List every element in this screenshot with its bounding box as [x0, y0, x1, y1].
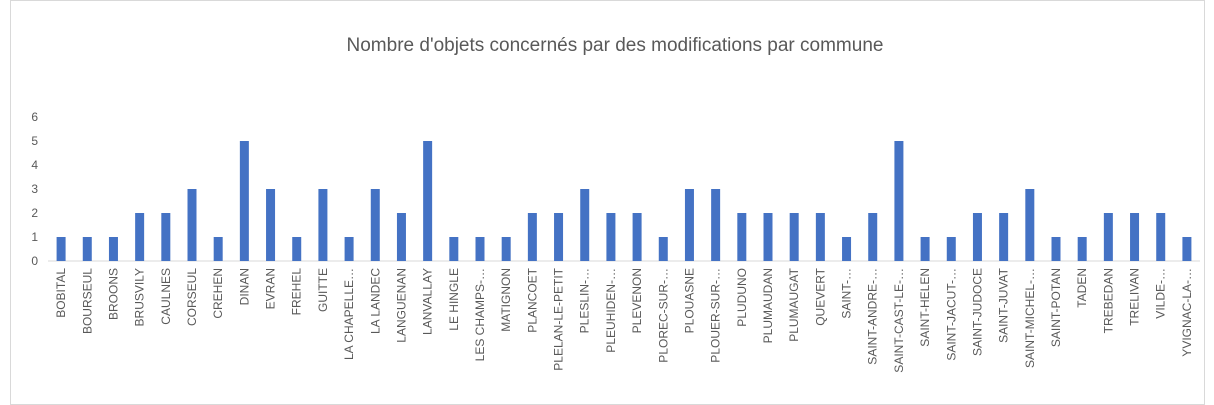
bar — [632, 213, 642, 261]
bar — [737, 213, 747, 261]
x-tick-label: SAINT-JUVAT — [997, 267, 1011, 343]
bar — [527, 213, 537, 261]
x-tick-label: EVRAN — [264, 268, 278, 309]
x-tick-label: LANGUENAN — [394, 268, 408, 343]
x-tick-label: PLANCOET — [525, 267, 539, 332]
y-tick-label: 0 — [31, 254, 38, 268]
chart-title: Nombre d'objets concernés par des modifi… — [347, 35, 884, 56]
x-tick-label: PLESLIN-… — [578, 268, 592, 333]
bar — [396, 213, 406, 261]
bar — [946, 237, 956, 261]
bar — [711, 189, 721, 261]
bar — [972, 213, 982, 261]
bar — [815, 213, 825, 261]
bar — [1103, 213, 1113, 261]
x-tick-label: LES CHAMPS-… — [473, 268, 487, 361]
x-tick-label: PLUMAUGAT — [787, 267, 801, 341]
chart-frame — [10, 0, 1205, 405]
x-tick-label: PLEVENON — [630, 268, 644, 333]
bar — [789, 213, 799, 261]
x-tick-label: LA LANDEC — [368, 268, 382, 334]
x-tick-label: QUEVERT — [813, 267, 827, 325]
x-tick-label: CAULNES — [159, 268, 173, 325]
bar — [763, 213, 773, 261]
x-tick-label: MATIGNON — [499, 268, 513, 332]
x-tick-label: BOURSEUL — [80, 268, 94, 334]
bar — [684, 189, 694, 261]
x-tick-label: PLUMAUDAN — [761, 268, 775, 343]
x-tick-label: PLUDUNO — [735, 268, 749, 327]
bar — [658, 237, 668, 261]
x-tick-label: BOBITAL — [54, 268, 68, 318]
bar — [1051, 237, 1061, 261]
bar — [187, 189, 197, 261]
bar — [920, 237, 930, 261]
x-tick-label: CORSEUL — [185, 268, 199, 326]
y-tick-label: 1 — [31, 230, 38, 244]
bar — [318, 189, 328, 261]
y-tick-label: 4 — [31, 158, 38, 172]
bar — [1025, 189, 1035, 261]
bar — [423, 141, 433, 261]
x-tick-label: GUITTE — [316, 268, 330, 312]
x-tick-label: PLELAN-LE-PETIT — [552, 267, 566, 370]
bar — [894, 141, 904, 261]
bar — [580, 189, 590, 261]
bar — [449, 237, 459, 261]
x-tick-label: SAINT-POTAN — [1049, 268, 1063, 347]
bar — [1156, 213, 1166, 261]
bar — [344, 237, 354, 261]
x-tick-label: DINAN — [237, 268, 251, 305]
bar — [161, 213, 171, 261]
x-tick-label: PLOREC-SUR-… — [656, 268, 670, 363]
bar — [1182, 237, 1192, 261]
x-tick-label: SAINT-JUDOCE — [970, 268, 984, 356]
x-tick-label: VILDE-… — [1154, 268, 1168, 319]
x-tick-label: BRUSVILY — [133, 268, 147, 326]
bar — [292, 237, 302, 261]
x-tick-label: LANVALLAY — [421, 268, 435, 335]
bar — [108, 237, 118, 261]
y-tick-label: 6 — [31, 110, 38, 124]
bar — [1077, 237, 1087, 261]
x-tick-label: TRELIVAN — [1128, 268, 1142, 326]
x-tick-label: PLOUER-SUR-… — [709, 268, 723, 363]
x-tick-label: PLOUASNE — [682, 268, 696, 333]
x-tick-label: BROONS — [106, 268, 120, 320]
bar — [842, 237, 852, 261]
bar — [501, 237, 511, 261]
bar — [82, 237, 92, 261]
bar — [1130, 213, 1140, 261]
bar — [868, 213, 878, 261]
x-tick-label: LA CHAPELLE… — [342, 268, 356, 360]
x-tick-label: PLEUHIDEN-… — [604, 268, 618, 353]
y-tick-label: 3 — [31, 182, 38, 196]
bar — [475, 237, 485, 261]
bar — [999, 213, 1009, 261]
x-tick-label: SAINT-JACUT-… — [944, 268, 958, 361]
x-tick-label: CREHEN — [211, 268, 225, 319]
bar — [606, 213, 616, 261]
x-tick-label: YVIGNAC-LA-… — [1180, 268, 1194, 357]
bar — [266, 189, 276, 261]
x-tick-label: TADEN — [1075, 268, 1089, 308]
x-tick-label: SAINT-… — [840, 268, 854, 319]
x-tick-label: LE HINGLE — [447, 268, 461, 331]
y-tick-label: 5 — [31, 134, 38, 148]
x-tick-label: SAINT-CAST-LE-… — [892, 268, 906, 373]
y-tick-label: 2 — [31, 206, 38, 220]
x-tick-label: SAINT-ANDRE-… — [866, 268, 880, 365]
x-tick-label: SAINT-HELEN — [918, 268, 932, 347]
bar — [370, 189, 380, 261]
bar — [135, 213, 145, 261]
x-tick-label: FREHEL — [290, 268, 304, 316]
x-tick-label: SAINT-MICHEL-… — [1023, 268, 1037, 368]
bar — [213, 237, 223, 261]
bar — [56, 237, 66, 261]
bar — [554, 213, 564, 261]
bar — [239, 141, 249, 261]
x-tick-label: TREBEDAN — [1101, 268, 1115, 333]
